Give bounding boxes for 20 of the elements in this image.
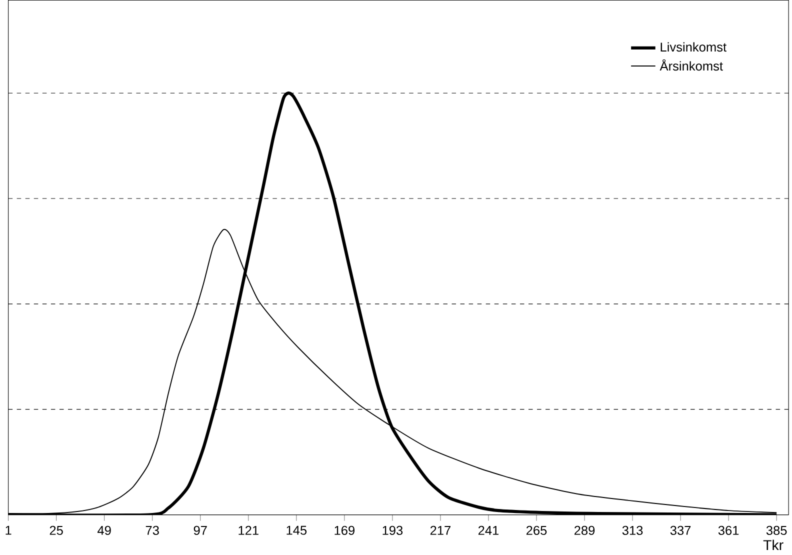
x-tick-label: 25 [50, 526, 63, 536]
x-tick-label: 313 [622, 526, 643, 536]
x-tick-label: 337 [670, 526, 691, 536]
x-tick-label: 241 [478, 526, 499, 535]
x-tick-label: 265 [526, 526, 547, 536]
x-tick-label: 121 [238, 526, 258, 535]
x-tick-label: 97 [194, 526, 207, 536]
x-tick-label: 49 [98, 526, 111, 536]
legend-label: Livsinkomst [660, 42, 726, 52]
x-tick-label: 289 [574, 526, 595, 536]
x-tick-label: 193 [382, 526, 403, 536]
x-tick-label: 169 [334, 526, 354, 536]
x-tick-label: 1 [6, 526, 12, 535]
x-tick-label: 145 [286, 526, 307, 535]
legend-label: Årsinkomst [660, 59, 723, 71]
x-tick-label: 385 [766, 526, 787, 536]
x-axis-title: Tkr [763, 540, 784, 550]
x-tick-label: 217 [430, 526, 450, 535]
x-tick-label: 73 [146, 526, 159, 536]
x-tick-label: 361 [718, 526, 739, 536]
